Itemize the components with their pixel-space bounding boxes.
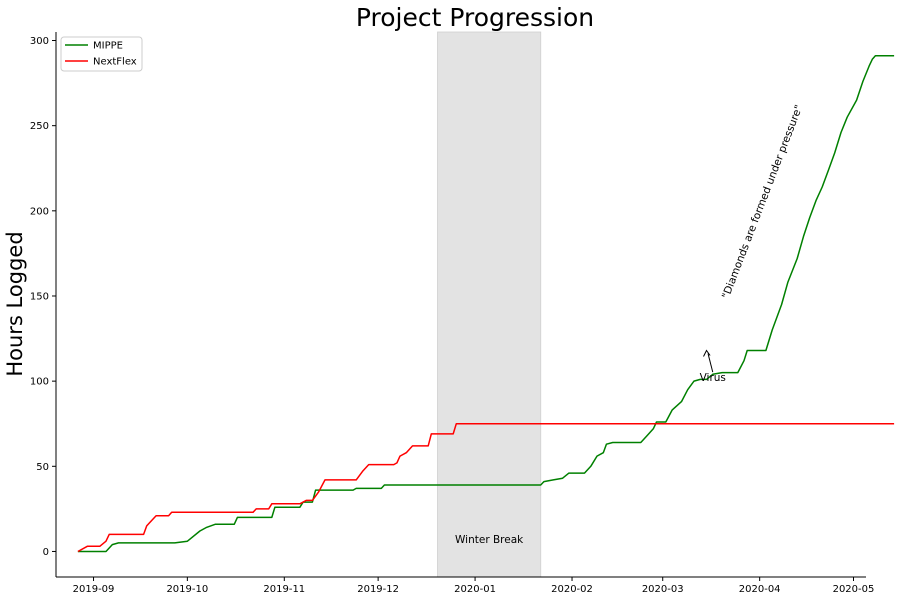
y-tick-label: 300 <box>30 36 49 47</box>
x-tick-label: 2019-11 <box>263 584 305 595</box>
y-tick-label: 50 <box>36 462 49 473</box>
virus-arrow-line <box>707 353 714 373</box>
y-tick-label: 150 <box>30 291 49 302</box>
winter-break-region <box>437 31 542 578</box>
axes-layer <box>55 32 866 578</box>
y-axis-label: Hours Logged <box>3 231 27 376</box>
x-tick-label: 2019-10 <box>166 584 208 595</box>
series-line-nextflex <box>77 422 895 553</box>
x-tick-label: 2020-02 <box>551 584 593 595</box>
ticks-layer: 0 50 100 150 200 250 300 2019-09 2019-10 2019-11 2… <box>30 36 874 595</box>
winter-break-label: Winter Break <box>455 534 524 546</box>
chart-title: Project Progression <box>356 3 594 32</box>
y-tick-label: 200 <box>30 206 49 217</box>
legend-label-mippe: MIPPE <box>93 41 123 52</box>
shaded-region-layer: Winter Break <box>437 31 542 578</box>
virus-arrow-head <box>703 349 711 357</box>
x-tick-label: 2020-03 <box>642 584 684 595</box>
legend-label-nextflex: NextFlex <box>93 57 137 68</box>
series-line-mippe <box>77 55 895 553</box>
virus-annotation: Virus <box>700 372 726 384</box>
x-tick-label: 2019-12 <box>357 584 399 595</box>
x-tick-label: 2020-05 <box>833 584 875 595</box>
y-tick-label: 0 <box>43 547 49 558</box>
x-tick-label: 2020-04 <box>739 584 781 595</box>
series-layer <box>77 55 895 553</box>
x-tick-label: 2020-01 <box>454 584 496 595</box>
y-tick-label: 250 <box>30 121 49 132</box>
x-tick-label: 2019-09 <box>73 584 115 595</box>
legend: MIPPE NextFlex <box>60 36 143 72</box>
y-tick-label: 100 <box>30 377 49 388</box>
